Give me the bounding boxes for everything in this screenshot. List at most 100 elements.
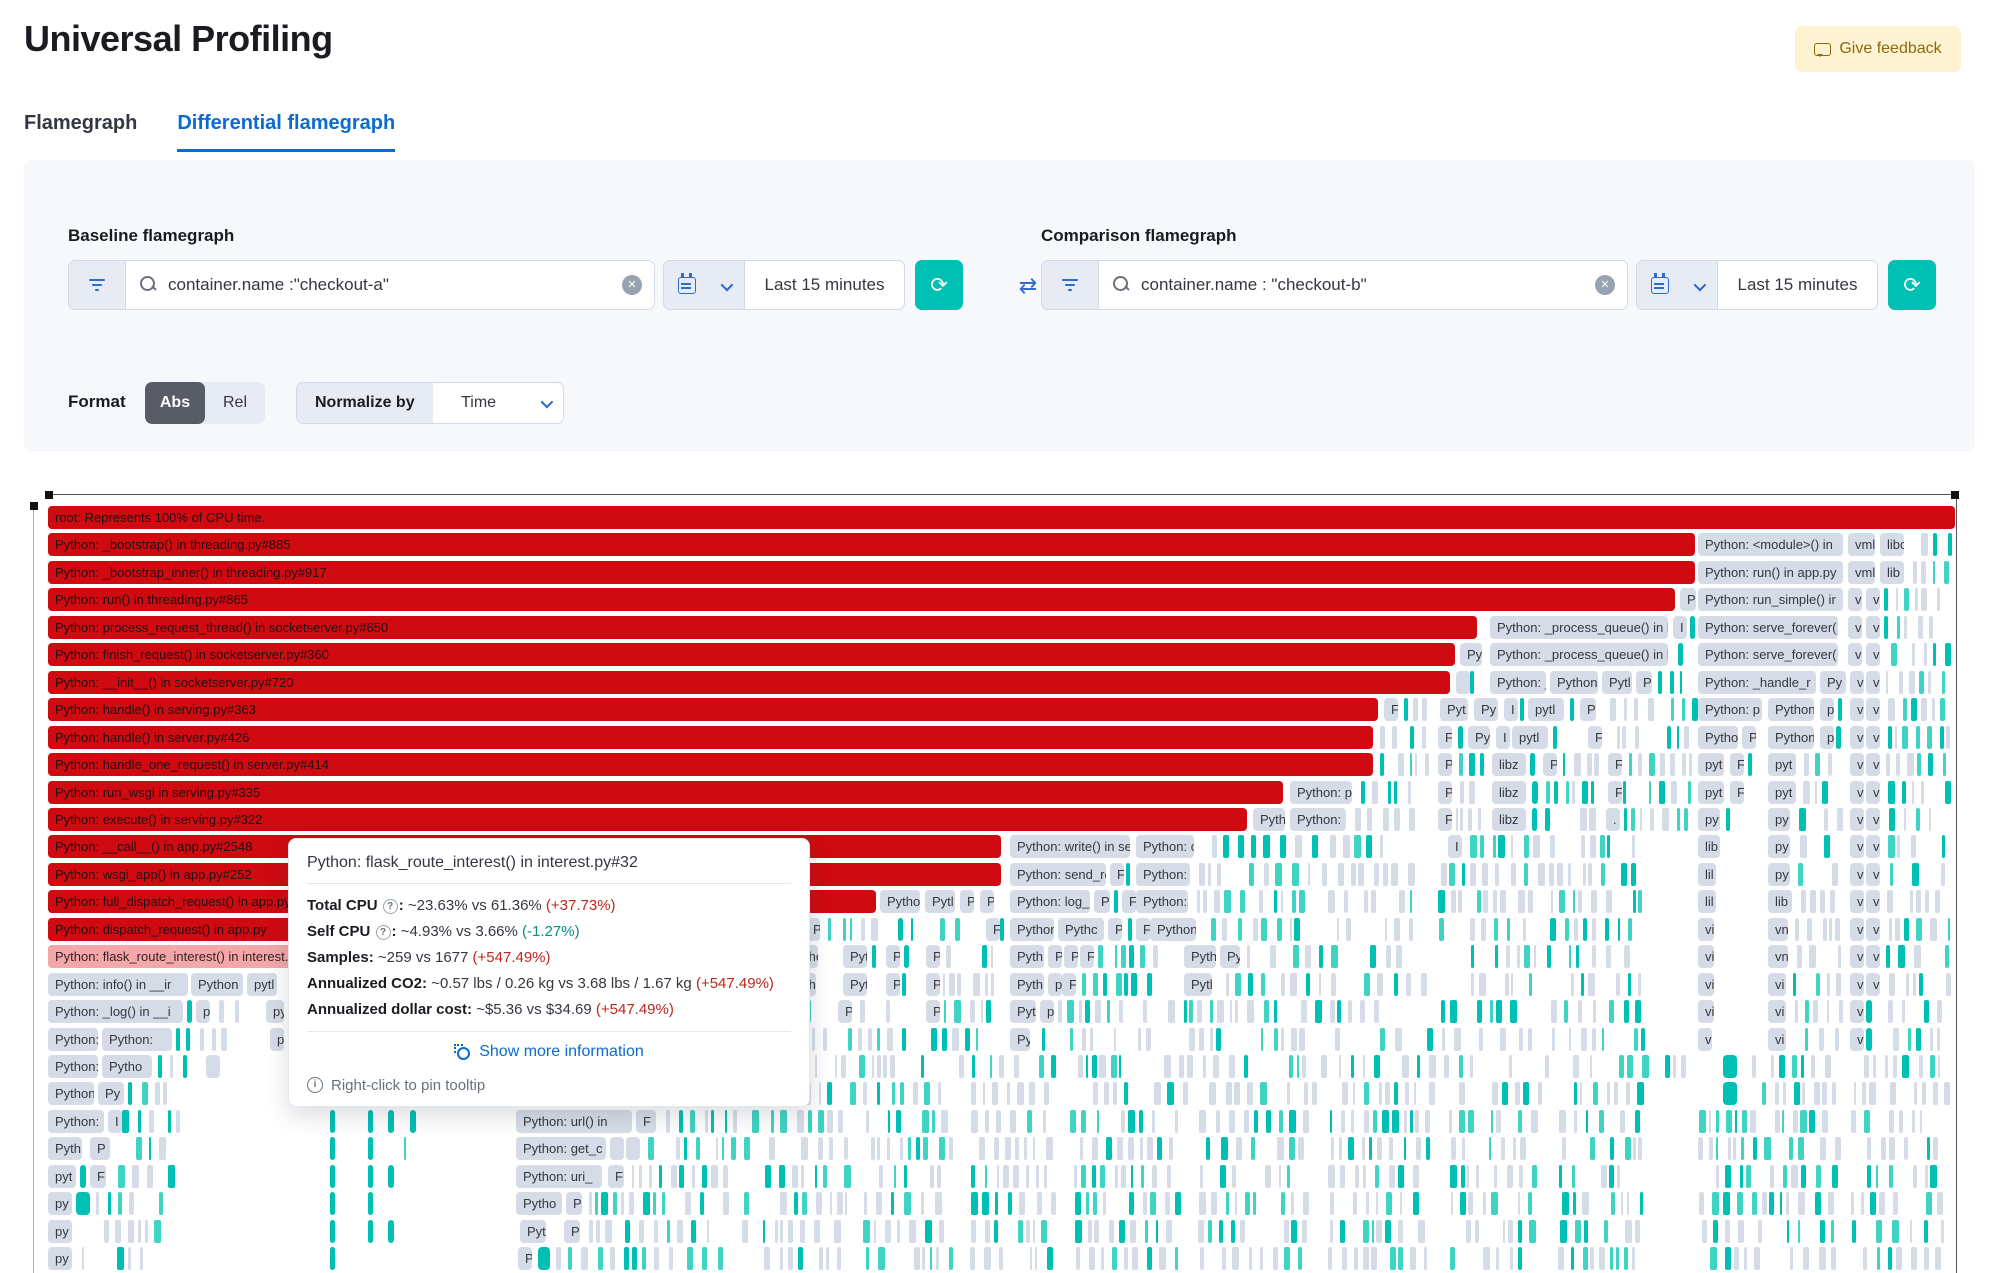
flame-segment[interactable]: py: [1768, 835, 1790, 859]
flame-noise[interactable]: [942, 972, 997, 996]
flame-segment[interactable]: F: [1730, 753, 1744, 777]
baseline-clear-icon[interactable]: ✕: [622, 275, 642, 295]
flame-noise[interactable]: [1850, 1164, 1950, 1188]
flame-noise[interactable]: [944, 945, 999, 969]
tab-differential-flamegraph[interactable]: Differential flamegraph: [177, 112, 396, 152]
flame-segment[interactable]: F: [1080, 945, 1094, 969]
flame-segment[interactable]: v: [1866, 917, 1880, 941]
flame-noise[interactable]: [1278, 1055, 1380, 1078]
flame-segment[interactable]: v: [1848, 643, 1862, 667]
flame-noise[interactable]: [1358, 780, 1428, 804]
flame-segment[interactable]: I: [1504, 698, 1518, 722]
flame-segment[interactable]: vn: [1768, 917, 1788, 941]
flame-noise[interactable]: [1548, 890, 1643, 914]
flame-noise[interactable]: [1348, 972, 1438, 996]
flame-segment[interactable]: lil: [1698, 890, 1716, 914]
flame-segment[interactable]: Python: run_wsgi in serving.py#335: [48, 780, 1283, 804]
flame-segment[interactable]: Python: [1768, 698, 1814, 722]
flame-noise[interactable]: [1678, 670, 1696, 694]
flame-noise[interactable]: [863, 1247, 954, 1271]
flame-segment[interactable]: py: [48, 1219, 72, 1243]
flame-noise[interactable]: [1558, 1219, 1643, 1243]
flame-segment[interactable]: libc: [1880, 533, 1904, 557]
flame-noise[interactable]: [1438, 1000, 1518, 1024]
flame-segment[interactable]: py: [1768, 807, 1790, 831]
flame-noise[interactable]: [1258, 1027, 1358, 1051]
flame-noise[interactable]: [1698, 1137, 1842, 1161]
flame-noise[interactable]: [1568, 1082, 1648, 1106]
flame-noise[interactable]: [1888, 643, 1953, 667]
flame-noise[interactable]: [1698, 1247, 1838, 1271]
flame-segment[interactable]: [1470, 670, 1474, 694]
flame-segment[interactable]: v: [1850, 1000, 1864, 1024]
flame-noise[interactable]: [586, 1219, 751, 1243]
flame-segment[interactable]: v: [1866, 945, 1880, 969]
flame-noise[interactable]: [1198, 1164, 1308, 1188]
flame-noise[interactable]: [1886, 945, 1951, 969]
flame-segment[interactable]: p: [1820, 698, 1834, 722]
flame-segment[interactable]: v: [1850, 862, 1864, 886]
flame-segment[interactable]: [388, 1164, 394, 1188]
flame-noise[interactable]: [1558, 1247, 1643, 1271]
flame-segment[interactable]: [330, 1137, 335, 1161]
flame-segment[interactable]: Python:: [1290, 807, 1346, 831]
flame-noise[interactable]: [978, 1137, 1058, 1161]
flame-segment[interactable]: [1114, 890, 1118, 914]
flame-segment[interactable]: [1126, 862, 1130, 886]
flame-segment[interactable]: F: [1608, 780, 1622, 804]
flame-segment[interactable]: Python: handle_one_request() in server.p…: [48, 753, 1373, 777]
flame-noise[interactable]: [848, 1082, 948, 1106]
flame-segment[interactable]: Python: __init__() in socketserver.py#72…: [48, 670, 1450, 694]
flame-segment[interactable]: [410, 1109, 416, 1133]
flame-segment[interactable]: I: [1448, 835, 1462, 859]
flame-segment[interactable]: libz: [1492, 807, 1526, 831]
flame-segment[interactable]: [538, 1247, 550, 1271]
flame-segment[interactable]: [330, 1164, 335, 1188]
swap-queries-button[interactable]: ⇄: [1010, 268, 1046, 304]
flame-segment[interactable]: Python:: [48, 1109, 104, 1133]
flame-segment[interactable]: [1884, 588, 1888, 612]
flame-segment[interactable]: v: [1850, 807, 1864, 831]
flame-segment[interactable]: v: [1866, 862, 1880, 886]
flame-noise[interactable]: [1198, 1247, 1308, 1271]
flame-segment[interactable]: lib: [1698, 835, 1720, 859]
flame-segment[interactable]: Pythc: [1058, 917, 1104, 941]
flame-noise[interactable]: [556, 1247, 746, 1271]
flame-segment[interactable]: v: [1866, 753, 1880, 777]
flame-segment[interactable]: p: [196, 1000, 210, 1024]
flame-noise[interactable]: [1448, 1109, 1538, 1133]
flame-noise[interactable]: [388, 1137, 423, 1161]
flame-noise[interactable]: [78, 1219, 161, 1243]
flame-noise[interactable]: [1438, 862, 1500, 886]
flame-noise[interactable]: [1698, 1192, 1838, 1216]
flame-segment[interactable]: Pyth: [48, 1137, 82, 1161]
flame-segment[interactable]: Python: _bootstrap_inner() in threading.…: [48, 560, 1695, 584]
flame-noise[interactable]: [1850, 1082, 1951, 1106]
flame-segment[interactable]: P: [926, 1000, 940, 1024]
flame-segment[interactable]: vml: [1848, 533, 1875, 557]
flame-segment[interactable]: v: [1848, 615, 1862, 639]
flame-noise[interactable]: [1196, 862, 1327, 886]
flame-noise[interactable]: [1792, 1027, 1842, 1051]
flame-noise[interactable]: [1468, 972, 1548, 996]
flame-noise[interactable]: [1458, 1082, 1548, 1106]
flame-segment[interactable]: [1884, 615, 1888, 639]
flame-segment[interactable]: vi: [1768, 972, 1786, 996]
flame-noise[interactable]: [968, 1082, 1058, 1106]
flame-noise[interactable]: [1438, 890, 1538, 914]
flame-noise[interactable]: [1792, 972, 1842, 996]
flame-noise[interactable]: [1698, 1109, 1838, 1133]
flame-segment[interactable]: Python: pa: [1290, 780, 1352, 804]
flame-segment[interactable]: Python: e: [1150, 917, 1196, 941]
flame-segment[interactable]: [626, 1137, 640, 1161]
flame-noise[interactable]: [1558, 1109, 1643, 1133]
flame-segment[interactable]: P:: [886, 945, 900, 969]
flame-noise[interactable]: [1748, 1055, 1838, 1078]
flame-noise[interactable]: [1794, 917, 1842, 941]
flame-noise[interactable]: [1886, 670, 1951, 694]
flame-segment[interactable]: Python: <module>() in: [1698, 533, 1843, 557]
flame-segment[interactable]: P: [1108, 917, 1122, 941]
flame-segment[interactable]: py: [48, 1247, 72, 1271]
flame-segment[interactable]: v: [1866, 588, 1880, 612]
flame-noise[interactable]: [968, 1109, 1048, 1133]
